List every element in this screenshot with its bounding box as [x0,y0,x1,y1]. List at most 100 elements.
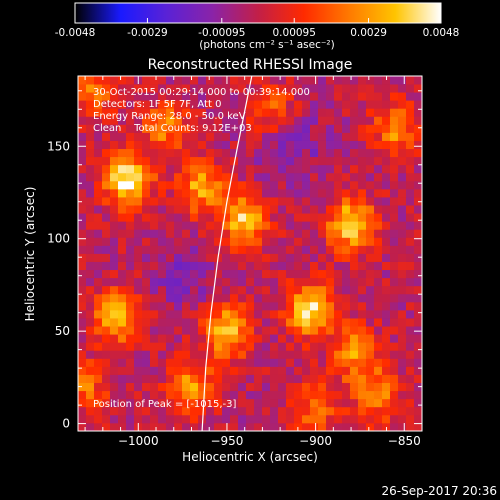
heatmap-cell [358,188,367,198]
heatmap-cell [78,156,87,166]
heatmap-cell [350,253,359,262]
heatmap-cell [254,108,263,117]
heatmap-cell [326,213,335,222]
heatmap-cell [398,108,407,117]
heatmap-cell [158,188,167,198]
heatmap-cell [222,132,231,141]
heatmap-cell [134,124,143,133]
heatmap-cell [302,253,311,262]
heatmap-cell [326,92,335,101]
heatmap-cell [254,188,263,198]
heatmap-cell [414,156,422,166]
heatmap-cell [102,293,111,303]
heatmap-cell [174,406,183,416]
heatmap-cell [174,398,183,408]
heatmap-cell [310,132,319,141]
heatmap-cell [302,213,311,222]
heatmap-cell [390,350,399,359]
heatmap-cell [86,84,95,93]
heatmap-cell [230,358,239,367]
heatmap-cell [78,188,87,198]
heatmap-cell [390,253,399,262]
heatmap-cell [238,140,247,150]
heatmap-cell [270,124,279,133]
heatmap-cell [382,84,391,93]
heatmap-cell [374,237,383,246]
heatmap-cell [166,374,175,383]
heatmap-cell [374,172,383,182]
heatmap-cell [414,172,422,182]
heatmap-cell [214,309,223,319]
heatmap-cell [326,84,335,93]
heatmap-cell [310,301,319,311]
heatmap-cell [270,318,279,327]
heatmap-cell [382,100,391,109]
heatmap-cell [126,108,135,117]
heatmap-cell [302,293,311,303]
heatmap-cell [150,301,159,311]
heatmap-cell [270,180,279,190]
heatmap-cell [198,140,207,150]
heatmap-cell [286,229,295,238]
heatmap-cell [190,100,199,109]
heatmap-cell [366,414,375,424]
heatmap-cell [94,293,103,303]
heatmap-cell [134,92,143,101]
heatmap-cell [110,172,119,182]
heatmap-cell [246,84,255,93]
heatmap-cell [222,358,231,367]
heatmap-cell [398,422,407,431]
heatmap-cell [126,358,135,367]
heatmap-cell [166,326,175,335]
heatmap-cell [382,245,391,254]
heatmap-cell [246,108,255,117]
heatmap-cell [198,156,207,166]
heatmap-cell [246,342,255,351]
heatmap-cell [174,422,183,431]
heatmap-cell [326,156,335,166]
heatmap-cell [262,366,271,375]
heatmap-cell [78,84,87,93]
heatmap-cell [310,156,319,166]
heatmap-cell [286,293,295,303]
heatmap-cell [86,205,95,214]
heatmap-cell [222,422,231,431]
heatmap-cell [166,245,175,254]
heatmap-cell [198,188,207,198]
heatmap-cell [406,188,415,198]
heatmap-cell [262,148,271,158]
heatmap-cell [254,269,263,279]
heatmap-cell [334,140,343,150]
heatmap-cell [222,172,231,182]
heatmap-cell [150,422,159,431]
heatmap-cell [326,76,335,85]
heatmap-cell [294,140,303,150]
heatmap-cell [294,269,303,279]
heatmap-cell [78,301,87,311]
heatmap-cell [214,293,223,303]
heatmap-cell [198,398,207,408]
heatmap-cell [246,309,255,319]
heatmap-cell [366,277,375,287]
heatmap-cell [222,180,231,190]
heatmap-cell [206,245,215,254]
heatmap-cell [214,350,223,359]
heatmap-cell [166,309,175,319]
heatmap-cell [374,84,383,93]
heatmap-cell [182,414,191,424]
heatmap-cell [398,309,407,319]
heatmap-cell [278,334,287,343]
heatmap-cell [230,213,239,222]
heatmap-cell [158,398,167,408]
heatmap-cell [294,205,303,214]
heatmap-cell [214,261,223,271]
heatmap-cell [310,229,319,238]
heatmap-cell [334,261,343,271]
heatmap-cell [382,342,391,351]
heatmap-cell [134,390,143,400]
heatmap-cell [246,100,255,109]
heatmap-cell [246,301,255,311]
heatmap-cell [198,326,207,335]
heatmap-cell [206,269,215,279]
heatmap-cell [222,237,231,246]
